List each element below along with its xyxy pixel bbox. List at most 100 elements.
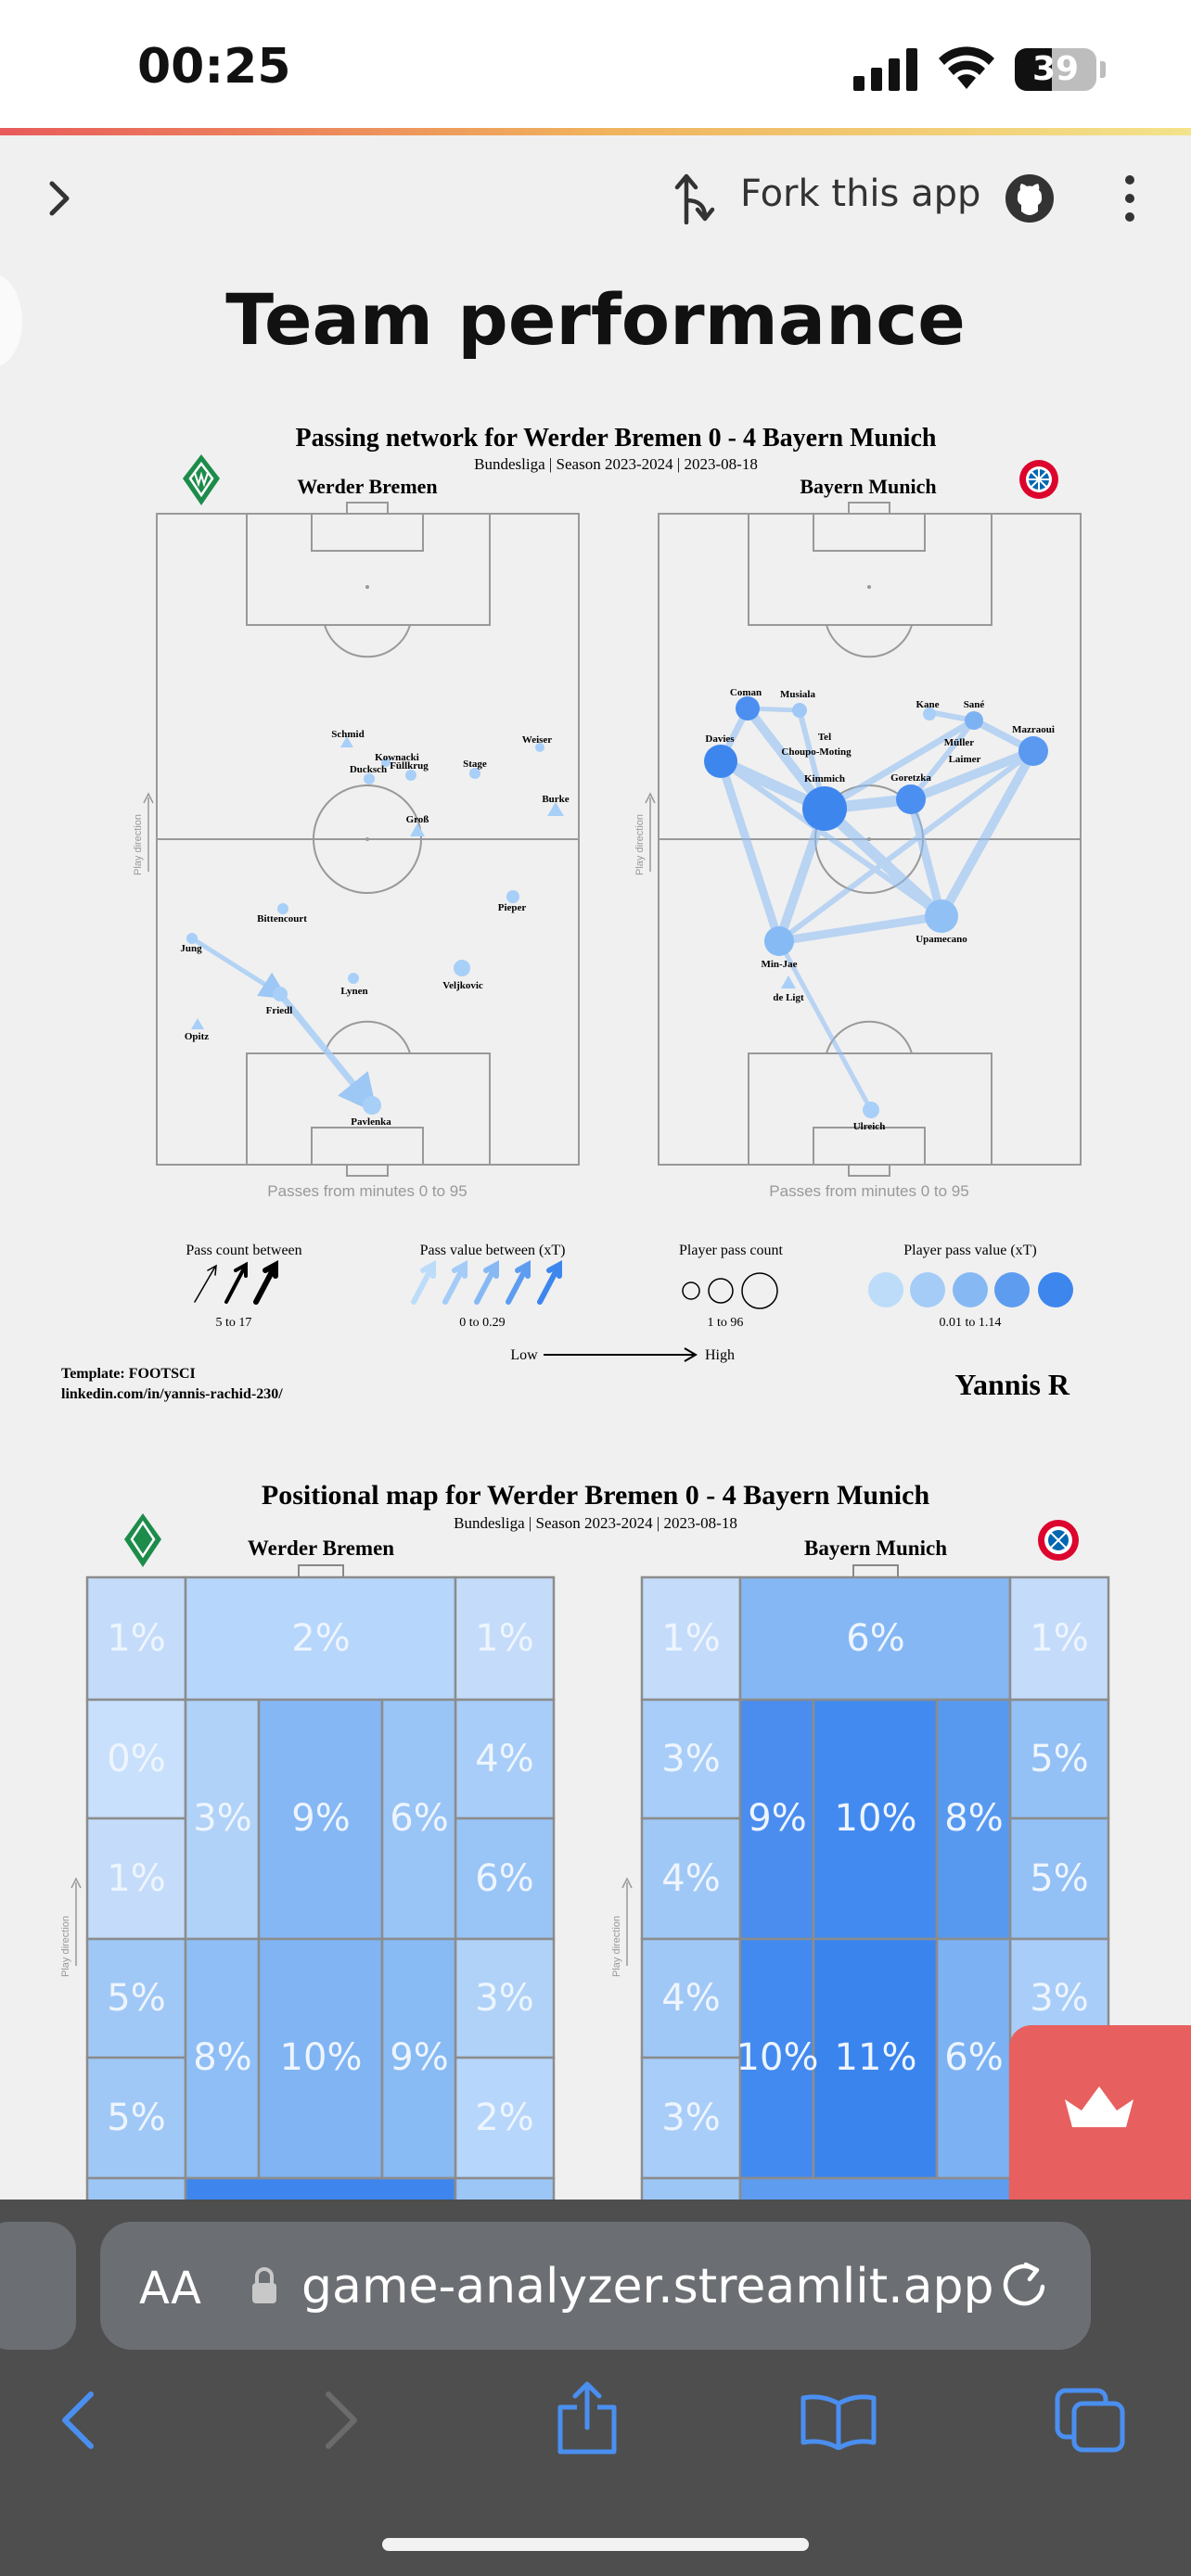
svg-text:1%: 1% — [661, 1617, 720, 1660]
svg-text:Bittencourt: Bittencourt — [257, 913, 307, 925]
svg-text:5%: 5% — [107, 2097, 165, 2139]
svg-text:Opitz: Opitz — [185, 1031, 209, 1042]
legend-player-count-label: Player pass count — [679, 1243, 784, 1258]
bookmarks-icon[interactable] — [800, 2392, 877, 2450]
pm-bayern-logo — [1038, 1520, 1079, 1561]
svg-text:Sané: Sané — [964, 699, 985, 710]
github-icon[interactable] — [1005, 174, 1054, 223]
svg-text:10%: 10% — [736, 2036, 819, 2079]
svg-text:10%: 10% — [835, 1797, 917, 1840]
battery-tip — [1100, 61, 1106, 78]
svg-text:Play direction: Play direction — [634, 814, 646, 875]
svg-text:9%: 9% — [748, 1797, 806, 1840]
url-text[interactable]: game-analyzer.streamlit.app — [301, 2259, 994, 2315]
svg-text:Play direction: Play direction — [611, 1916, 622, 1977]
home-play-direction: Play direction — [133, 792, 154, 875]
svg-text:Kane: Kane — [916, 699, 939, 710]
svg-text:1%: 1% — [107, 1617, 165, 1660]
svg-text:1%: 1% — [107, 1857, 165, 1900]
legend-pass-count-arrows — [194, 1259, 278, 1305]
svg-text:Kownacki: Kownacki — [375, 752, 419, 763]
away-grid-values: 1% 6% 1% 3% 5% 4% 5% 9% 10% 8% 4% 3% 3% … — [661, 1617, 1088, 2139]
template-credit: Template: FOOTSCI — [61, 1366, 196, 1382]
svg-text:Weiser: Weiser — [522, 734, 552, 746]
wifi-icon — [939, 46, 994, 89]
home-player-labels: Schmid Kownacki Ducksch Füllkrug Stage W… — [180, 729, 569, 1128]
fork-this-app-button[interactable]: Fork this app — [740, 172, 981, 215]
status-bar: 00:25 39 — [0, 0, 1191, 130]
pm-away-team-label: Bayern Munich — [804, 1537, 947, 1560]
svg-text:3%: 3% — [661, 1738, 720, 1780]
away-positional-grid — [640, 1575, 1110, 2200]
svg-text:4%: 4% — [661, 1977, 720, 2020]
svg-text:Play direction: Play direction — [133, 814, 144, 875]
app-accent-bar — [0, 128, 1191, 135]
previous-tab-preview[interactable] — [0, 2222, 76, 2350]
legend-pass-value-label: Pass value between (xT) — [420, 1243, 566, 1258]
reload-icon[interactable] — [998, 2259, 1050, 2311]
reader-options-button[interactable]: AA — [139, 2263, 202, 2315]
share-icon[interactable] — [555, 2381, 620, 2455]
home-indicator — [382, 2538, 809, 2551]
svg-text:6%: 6% — [475, 1857, 533, 1900]
passing-network-title: Passing network for Werder Bremen 0 - 4 … — [296, 424, 937, 453]
tabs-icon[interactable] — [1054, 2387, 1128, 2454]
home-pitch — [156, 502, 580, 1177]
svg-text:Lynen: Lynen — [340, 986, 367, 997]
svg-text:10%: 10% — [280, 2036, 363, 2079]
svg-text:Choupo-Moting: Choupo-Moting — [781, 746, 852, 758]
battery-level: 39 — [1031, 50, 1080, 88]
svg-text:3%: 3% — [1030, 1977, 1088, 2020]
svg-text:Pavlenka: Pavlenka — [351, 1116, 391, 1128]
svg-text:Davies: Davies — [705, 733, 735, 745]
svg-text:3%: 3% — [193, 1797, 251, 1840]
svg-text:8%: 8% — [193, 2036, 251, 2079]
home-positional-grid — [85, 1575, 556, 2200]
svg-text:Ducksch: Ducksch — [350, 764, 387, 775]
svg-text:3%: 3% — [475, 1977, 533, 2020]
fork-icon[interactable] — [673, 172, 720, 224]
svg-text:3%: 3% — [661, 2097, 720, 2139]
svg-text:Musiala: Musiala — [780, 689, 815, 700]
svg-text:6%: 6% — [944, 2036, 1003, 2079]
legend-player-value-range: 0.01 to 1.14 — [940, 1316, 1002, 1330]
more-options-icon[interactable] — [1122, 174, 1137, 223]
legend-pass-count-range: 5 to 17 — [216, 1316, 252, 1330]
passing-network-figure: Passing network for Werder Bremen 0 - 4 … — [61, 424, 1082, 1402]
passing-network-subtitle: Bundesliga | Season 2023-2024 | 2023-08-… — [474, 455, 758, 473]
legend-pass-value-range: 0 to 0.29 — [459, 1316, 505, 1330]
linkedin-credit: linkedin.com/in/yannis-rachid-230/ — [61, 1386, 283, 1402]
away-play-direction: Play direction — [634, 792, 656, 875]
pm-werder-logo — [124, 1513, 161, 1567]
legend-player-value-circles — [868, 1272, 1073, 1307]
chevron-right-icon[interactable] — [46, 180, 74, 217]
positional-map-figure: Positional map for Werder Bremen 0 - 4 B… — [60, 1480, 1110, 2200]
away-player-labels: Coman Musiala Kane Sané Mazraoui Davies … — [705, 687, 1055, 1132]
svg-text:8%: 8% — [944, 1797, 1003, 1840]
svg-text:Pieper: Pieper — [498, 902, 527, 913]
home-grid-values: 1% 2% 1% 0% 4% 1% 6% 3% 9% 6% 5% 3% 5% 2… — [107, 1617, 533, 2139]
streamlit-badge[interactable] — [1009, 2025, 1191, 2200]
svg-text:5%: 5% — [1030, 1738, 1088, 1780]
svg-text:5%: 5% — [1030, 1857, 1088, 1900]
svg-text:Kimmich: Kimmich — [804, 773, 845, 784]
back-icon[interactable] — [58, 2391, 98, 2450]
pm-home-team-label: Werder Bremen — [248, 1537, 394, 1560]
legend-pass-count-label: Pass count between — [186, 1243, 301, 1258]
bayern-munich-logo — [1019, 460, 1058, 499]
svg-text:0%: 0% — [107, 1738, 165, 1780]
svg-text:Ulreich: Ulreich — [853, 1121, 886, 1132]
svg-text:de Ligt: de Ligt — [773, 992, 804, 1003]
svg-text:1%: 1% — [1030, 1617, 1088, 1660]
svg-text:9%: 9% — [291, 1797, 350, 1840]
svg-text:Tel: Tel — [818, 732, 831, 743]
svg-text:2%: 2% — [291, 1617, 350, 1660]
battery-icon — [1015, 48, 1096, 91]
svg-text:Füllkrug: Füllkrug — [390, 760, 429, 772]
legend-player-count-range: 1 to 96 — [708, 1316, 744, 1330]
lock-icon — [252, 2267, 276, 2303]
svg-text:Goretzka: Goretzka — [890, 772, 931, 784]
away-team-label: Bayern Munich — [800, 475, 936, 498]
away-player-nodes — [704, 696, 1048, 1118]
werder-bremen-logo — [183, 454, 220, 505]
